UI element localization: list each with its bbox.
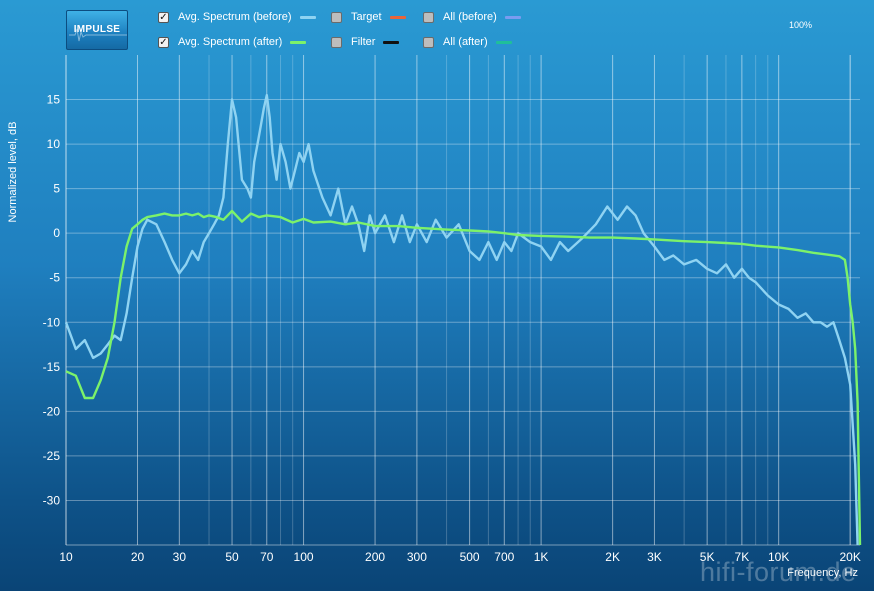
- x-tick-label: 500: [460, 550, 480, 564]
- x-tick-label: 10K: [768, 550, 789, 564]
- x-tick-label: 2K: [605, 550, 620, 564]
- waveform-icon: [69, 28, 127, 42]
- x-tick-label: 200: [365, 550, 385, 564]
- swatch-filter: [383, 40, 400, 44]
- series-lines: [64, 93, 862, 546]
- checkbox-target[interactable]: [331, 11, 342, 23]
- legend-item-all-before[interactable]: All (before): [423, 11, 521, 23]
- y-tick-label: 10: [47, 137, 61, 151]
- legend-item-target[interactable]: Target: [331, 11, 406, 23]
- legend-label-filter: Filter: [351, 36, 376, 48]
- checkbox-avg-after[interactable]: ✓: [158, 36, 169, 48]
- y-tick-label: -5: [49, 271, 60, 285]
- minor-gridlines: [65, 55, 851, 545]
- x-tick-label: 700: [494, 550, 514, 564]
- legend-label-avg-before: Avg. Spectrum (before): [178, 11, 292, 23]
- watermark: hifi-forum.de: [700, 557, 857, 587]
- swatch-all-before: [504, 15, 521, 19]
- legend-label-avg-after: Avg. Spectrum (after): [178, 36, 283, 48]
- impulse-logo-button[interactable]: IMPULSE: [66, 10, 128, 50]
- y-tick-label: -30: [43, 493, 61, 507]
- x-tick-label: 20K: [839, 550, 860, 564]
- zoom-level: 100%: [789, 20, 813, 30]
- series-line-avg-after: [65, 209, 862, 546]
- x-tick-label: 70: [260, 550, 274, 564]
- y-tick-label: -15: [43, 360, 61, 374]
- swatch-all-after: [495, 40, 512, 44]
- legend-item-avg-before[interactable]: ✓ Avg. Spectrum (before): [158, 11, 316, 23]
- x-tick-label: 5K: [700, 550, 715, 564]
- checkbox-avg-before[interactable]: ✓: [158, 11, 169, 23]
- x-tick-label: 3K: [647, 550, 662, 564]
- x-tick-label: 1K: [534, 550, 549, 564]
- y-tick-label: -20: [43, 404, 61, 418]
- legend-item-avg-after[interactable]: ✓ Avg. Spectrum (after): [158, 36, 307, 48]
- series-line-avg-before: [64, 93, 859, 546]
- swatch-target: [389, 15, 406, 19]
- logo-label: IMPULSE: [73, 24, 121, 35]
- legend-label-all-after: All (after): [443, 36, 488, 48]
- legend-label-target: Target: [351, 11, 382, 23]
- legend-item-filter[interactable]: Filter: [331, 36, 400, 48]
- x-axis-label: Frequency, Hz: [787, 567, 858, 579]
- y-axis-ticks: 15 10 5 0 -5 -10 -15 -20 -25 -30: [43, 93, 61, 508]
- x-tick-label: 50: [225, 550, 239, 564]
- legend-item-all-after[interactable]: All (after): [423, 36, 512, 48]
- y-tick-label: -10: [43, 315, 61, 329]
- x-axis-ticks: 10 20 30 50 70 100 200 300 500 700 1K 2K 3K 5K 7K 10K 20…: [59, 550, 861, 564]
- y-tick-label: -25: [43, 449, 61, 463]
- major-gridlines: [65, 55, 860, 546]
- x-tick-label: 30: [173, 550, 187, 564]
- x-tick-label: 10: [59, 550, 73, 564]
- y-tick-label: 0: [53, 226, 60, 240]
- x-tick-label: 100: [294, 550, 314, 564]
- swatch-avg-after: [290, 40, 307, 44]
- y-tick-label: 15: [47, 93, 61, 107]
- checkbox-filter[interactable]: [331, 36, 342, 48]
- y-tick-label: 5: [53, 182, 60, 196]
- checkbox-all-after[interactable]: [423, 36, 434, 48]
- swatch-avg-before: [299, 15, 316, 19]
- legend-label-all-before: All (before): [443, 11, 497, 23]
- x-tick-label: 7K: [735, 550, 750, 564]
- x-tick-label: 20: [131, 550, 145, 564]
- x-tick-label: 300: [407, 550, 427, 564]
- checkbox-all-before[interactable]: [423, 11, 434, 23]
